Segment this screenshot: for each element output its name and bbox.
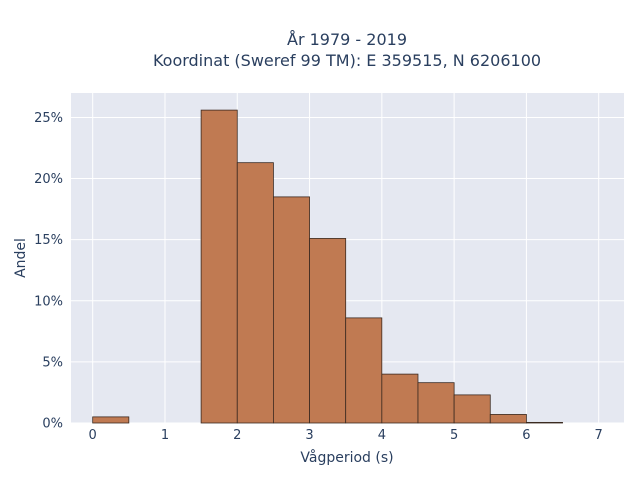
histogram-bar: [309, 238, 347, 424]
x-tick-label: 6: [522, 428, 530, 443]
x-tick-label: 0: [89, 428, 97, 443]
y-tick-label: 10%: [34, 294, 63, 309]
histogram-bar: [200, 109, 238, 424]
histogram-bar: [236, 162, 274, 424]
y-tick-label: 15%: [34, 233, 63, 248]
histogram-bar: [489, 414, 527, 424]
x-tick-label: 1: [161, 428, 169, 443]
histogram-bar: [273, 196, 310, 424]
x-tick-label: 7: [595, 428, 603, 443]
title-line-2: Koordinat (Sweref 99 TM): E 359515, N 62…: [153, 51, 541, 70]
x-tick-label: 5: [450, 428, 458, 443]
x-axis-label: Vågperiod (s): [300, 449, 393, 466]
x-tick-label: 2: [233, 428, 241, 443]
y-tick-label: 25%: [34, 111, 63, 126]
y-axis-label: Andel: [13, 238, 29, 278]
histogram-bar: [92, 416, 130, 424]
x-tick-label: 4: [378, 428, 386, 443]
title-line-1: År 1979 - 2019: [287, 30, 407, 49]
histogram-bar: [453, 394, 491, 424]
histogram-bar: [345, 317, 383, 424]
histogram-bar: [417, 382, 455, 424]
x-axis-ticks: 0 1 2 3 4 5 6 7: [89, 428, 603, 443]
y-tick-label: 20%: [34, 172, 63, 187]
y-tick-label: 0%: [42, 417, 63, 432]
y-axis-ticks: 0% 5% 10% 15% 20% 25%: [34, 111, 63, 432]
x-tick-label: 3: [305, 428, 313, 443]
bars: [92, 109, 563, 424]
chart-title: År 1979 - 2019 Koordinat (Sweref 99 TM):…: [153, 30, 541, 70]
histogram-bar: [526, 421, 563, 424]
y-tick-label: 5%: [42, 355, 63, 370]
histogram-bar: [381, 373, 419, 424]
